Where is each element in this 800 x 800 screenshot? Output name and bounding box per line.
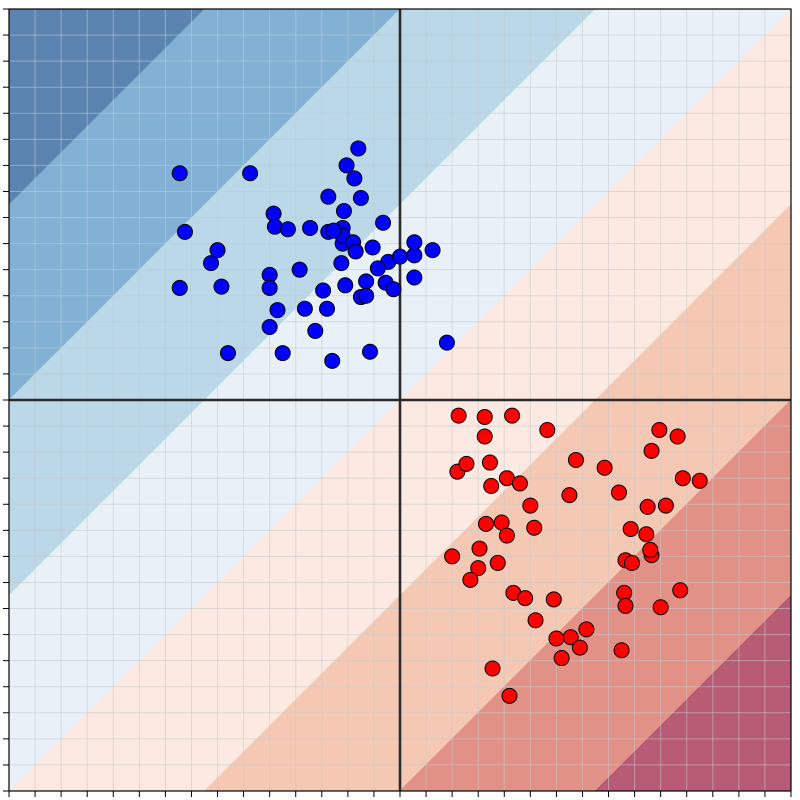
- blue-class-point: [406, 234, 423, 251]
- blue-class-point: [347, 243, 364, 260]
- blue-class-point: [315, 282, 332, 299]
- red-class-point: [483, 478, 500, 495]
- red-class-point: [476, 408, 493, 425]
- blue-class-point: [261, 279, 278, 296]
- red-class-point: [511, 475, 528, 492]
- red-class-point: [561, 487, 578, 504]
- red-class-point: [596, 459, 613, 476]
- red-class-point: [623, 554, 640, 571]
- blue-class-point: [171, 279, 188, 296]
- blue-class-point: [333, 255, 350, 272]
- red-class-point: [672, 582, 689, 599]
- red-class-point: [450, 407, 467, 424]
- red-class-point: [642, 541, 659, 558]
- blue-class-point: [346, 170, 363, 187]
- blue-class-point: [324, 352, 341, 369]
- blue-class-point: [242, 165, 259, 182]
- blue-class-point: [406, 269, 423, 286]
- red-class-point: [548, 630, 565, 647]
- red-class-point: [545, 591, 562, 608]
- red-class-point: [526, 519, 543, 536]
- red-class-point: [691, 472, 708, 489]
- red-class-point: [567, 451, 584, 468]
- red-class-point: [617, 597, 634, 614]
- blue-class-point: [337, 277, 354, 294]
- red-class-point: [501, 687, 518, 704]
- red-class-point: [657, 497, 674, 514]
- blue-class-point: [176, 223, 193, 240]
- red-class-point: [458, 455, 475, 472]
- blue-class-point: [307, 322, 324, 339]
- red-class-point: [651, 421, 668, 438]
- blue-class-point: [385, 281, 402, 298]
- red-class-point: [652, 599, 669, 616]
- blue-class-point: [438, 334, 455, 351]
- blue-class-point: [350, 140, 367, 157]
- red-class-point: [484, 660, 501, 677]
- red-class-point: [674, 470, 691, 487]
- red-class-point: [481, 454, 498, 471]
- red-class-point: [517, 590, 534, 607]
- red-class-point: [553, 650, 570, 667]
- red-class-point: [669, 428, 686, 445]
- red-class-point: [504, 407, 521, 424]
- blue-class-point: [362, 343, 379, 360]
- blue-class-point: [171, 165, 188, 182]
- blue-class-point: [358, 273, 375, 290]
- red-class-point: [638, 526, 655, 543]
- red-class-point: [522, 497, 539, 514]
- red-class-point: [498, 527, 515, 544]
- red-class-point: [578, 621, 595, 638]
- red-class-point: [539, 421, 556, 438]
- blue-class-point: [375, 214, 392, 231]
- blue-class-point: [358, 287, 375, 304]
- red-class-point: [471, 540, 488, 557]
- blue-class-point: [219, 345, 236, 362]
- blue-class-point: [269, 302, 286, 319]
- blue-class-point: [266, 218, 283, 235]
- blue-class-point: [335, 203, 352, 220]
- blue-class-point: [338, 157, 355, 174]
- blue-class-point: [213, 278, 230, 295]
- blue-class-point: [203, 255, 220, 272]
- red-class-point: [639, 498, 656, 515]
- blue-class-point: [319, 300, 336, 317]
- blue-class-point: [261, 319, 278, 336]
- data-points: [171, 140, 708, 704]
- blue-class-point: [302, 219, 319, 236]
- blue-class-point: [369, 260, 386, 277]
- red-class-point: [470, 560, 487, 577]
- red-class-point: [571, 639, 588, 656]
- blue-class-point: [296, 300, 313, 317]
- red-class-point: [610, 484, 627, 501]
- axis-lines: [9, 9, 791, 791]
- blue-class-point: [320, 188, 337, 205]
- blue-class-point: [392, 248, 408, 265]
- blue-class-point: [274, 345, 291, 362]
- blue-class-point: [325, 222, 342, 239]
- red-class-point: [489, 554, 506, 571]
- blue-class-point: [291, 261, 308, 278]
- blue-class-point: [209, 242, 226, 259]
- blue-class-point: [364, 239, 381, 256]
- red-class-point: [613, 642, 630, 659]
- red-class-point: [527, 612, 544, 629]
- plot-frame: [3, 8, 792, 797]
- red-class-point: [462, 571, 479, 588]
- red-class-point: [643, 442, 660, 459]
- red-class-point: [622, 521, 639, 538]
- blue-class-point: [279, 221, 296, 238]
- red-class-point: [478, 515, 495, 532]
- blue-class-point: [352, 189, 369, 206]
- red-class-point: [444, 548, 461, 565]
- red-class-point: [476, 428, 493, 445]
- contour-band: [595, 595, 791, 791]
- blue-class-point: [424, 242, 441, 259]
